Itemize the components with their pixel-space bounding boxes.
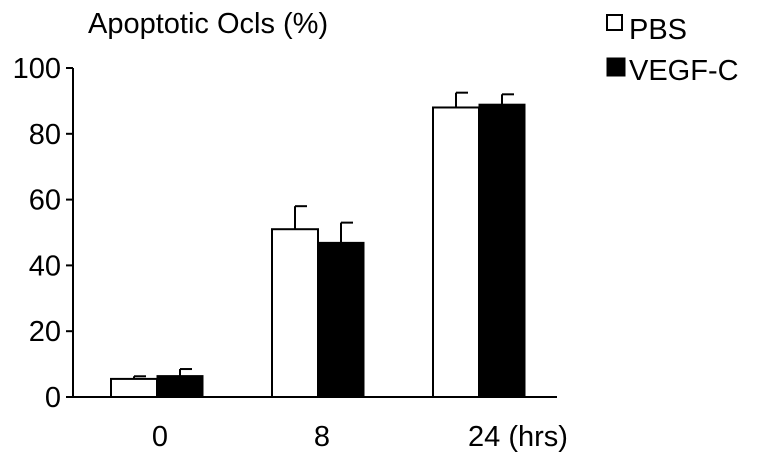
x-labels: 0 8 24 (hrs)	[152, 421, 568, 453]
legend: PBS VEGF-C	[606, 14, 739, 87]
y-tick-label: 40	[29, 250, 61, 282]
y-tick-label: 0	[45, 382, 61, 414]
y-tick-label: 20	[29, 316, 61, 348]
legend-label-vegf-c: VEGF-C	[629, 55, 739, 87]
x-tick-label: 8	[314, 421, 330, 453]
bar-vegf-c	[156, 375, 204, 398]
y-tick-label: 80	[29, 119, 61, 151]
y-tick-label: 100	[13, 53, 61, 85]
bar-vegf-c	[317, 241, 365, 398]
y-tick-label: 60	[29, 185, 61, 217]
bars	[110, 91, 526, 398]
x-tick-label: 24 (hrs)	[468, 421, 568, 453]
bar-vegf-c	[478, 103, 526, 398]
legend-swatch-vegf-c	[606, 57, 626, 77]
bar-pbs	[271, 228, 319, 398]
x-tick-label: 0	[152, 421, 168, 453]
legend-label-pbs: PBS	[629, 14, 687, 46]
y-ticks: 0 20 40 60 80 100	[13, 53, 73, 414]
chart-title: Apoptotic Ocls (%)	[88, 8, 328, 40]
bar-pbs	[432, 106, 480, 398]
bar-pbs	[110, 377, 158, 398]
legend-swatch-pbs	[606, 14, 623, 31]
